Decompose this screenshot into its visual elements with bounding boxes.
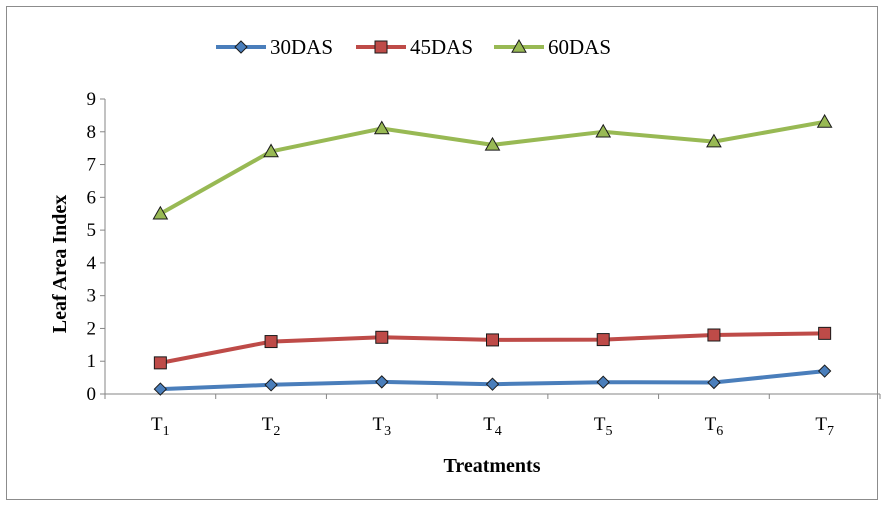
x-tick-label: T3: [372, 414, 391, 439]
x-tick-label: T5: [594, 414, 613, 439]
data-point-60DAS: [263, 143, 279, 158]
y-axis-title: Leaf Area Index: [49, 195, 71, 334]
legend-label-45DAS: 45DAS: [410, 35, 473, 59]
y-tick-label: 0: [87, 384, 97, 405]
y-tick-label: 7: [87, 155, 97, 176]
data-point-45DAS: [707, 328, 721, 342]
data-point-60DAS: [595, 123, 612, 138]
legend-marker-45DAS: [374, 40, 388, 54]
y-tick-label: 5: [87, 220, 97, 241]
y-tick-label: 8: [87, 122, 97, 143]
data-point-30DAS: [375, 375, 389, 389]
data-point-60DAS: [152, 205, 169, 220]
y-tick-label: 9: [87, 89, 97, 110]
data-point-45DAS: [264, 335, 278, 349]
x-tick-label: T7: [815, 414, 834, 439]
data-point-45DAS: [375, 330, 389, 344]
data-point-30DAS: [153, 382, 168, 396]
data-point-60DAS: [816, 113, 833, 128]
data-point-30DAS: [264, 378, 278, 392]
data-point-30DAS: [707, 375, 721, 390]
chart-axes: 0 1 2 3 4 5 6 7 8 9 T1 T2 T3 T4 T5 T6 T7: [87, 89, 881, 439]
y-tick-label: 6: [87, 187, 97, 208]
legend-label-30DAS: 30DAS: [270, 35, 333, 59]
y-tick-label: 3: [87, 286, 97, 307]
legend-marker-30DAS: [234, 40, 248, 54]
data-point-45DAS: [153, 356, 167, 370]
y-tick-label: 1: [87, 351, 97, 372]
x-tick-label: T2: [262, 414, 281, 439]
data-point-45DAS: [486, 333, 499, 347]
data-point-30DAS: [817, 364, 832, 378]
chart-series: [152, 113, 833, 396]
data-point-60DAS: [373, 120, 390, 135]
data-point-30DAS: [596, 375, 610, 389]
legend-marker-60DAS: [511, 38, 527, 53]
x-tick-label: T6: [705, 414, 724, 439]
chart-frame: [6, 6, 878, 500]
chart-legend: 30DAS 45DAS 60DAS: [216, 35, 611, 59]
x-tick-label: T1: [151, 414, 170, 439]
data-point-60DAS: [484, 136, 501, 151]
x-tick-label: T4: [483, 414, 502, 439]
data-point-45DAS: [818, 326, 832, 340]
y-tick-label: 4: [87, 253, 97, 274]
data-point-30DAS: [485, 377, 500, 391]
x-axis-title: Treatments: [443, 455, 540, 477]
y-tick-label: 2: [87, 318, 97, 339]
data-point-45DAS: [596, 333, 610, 347]
data-point-60DAS: [706, 133, 722, 148]
legend-label-60DAS: 60DAS: [548, 35, 611, 59]
series-line-60DAS: [158, 119, 827, 216]
